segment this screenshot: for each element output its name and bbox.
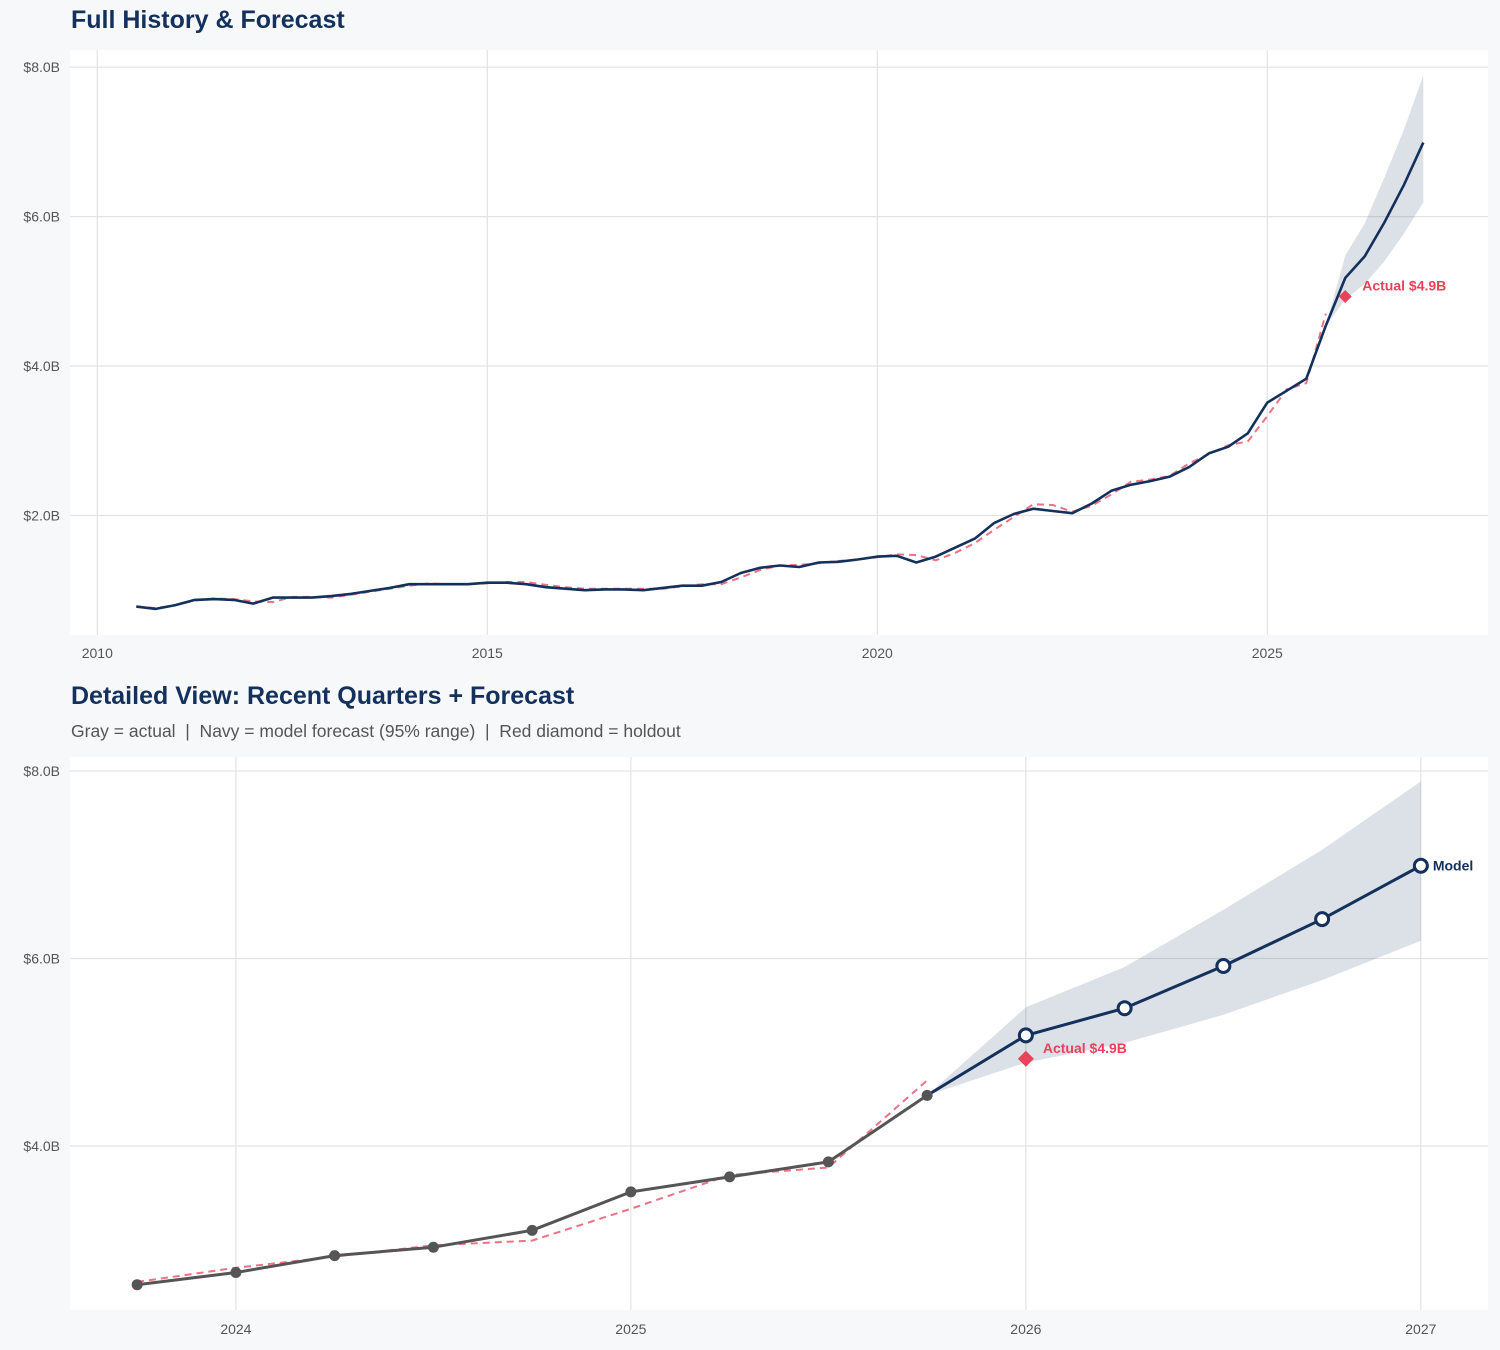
forecast-point xyxy=(1017,1027,1034,1044)
actual-point xyxy=(625,1186,637,1198)
x-tick-label: 2025 xyxy=(615,1321,646,1337)
x-tick-label: 2027 xyxy=(1405,1321,1436,1337)
x-tick-label: 2015 xyxy=(472,645,503,661)
holdout-label: Actual $4.9B xyxy=(1362,278,1446,294)
forecast-line xyxy=(926,864,1422,1097)
bottom-chart-subtitle: Gray = actual | Navy = model forecast (9… xyxy=(71,721,681,741)
forecast-point xyxy=(1412,857,1429,874)
holdout-diamond xyxy=(1017,1050,1034,1067)
forecast-line xyxy=(1324,142,1425,327)
forecast-point xyxy=(1215,958,1232,975)
holdout-diamond xyxy=(1338,290,1352,304)
plot-area xyxy=(70,757,1488,1310)
x-tick-label: 2025 xyxy=(1252,645,1283,661)
actual-point xyxy=(230,1267,242,1279)
fitted-line xyxy=(136,1079,928,1283)
y-tick-label: $4.0B xyxy=(23,1138,60,1154)
actual-point xyxy=(329,1250,341,1262)
bottom-chart-title: Detailed View: Recent Quarters + Forecas… xyxy=(71,682,575,710)
forecast-95-range-band xyxy=(927,781,1421,1096)
full-history-chart: 2010 2015 2020 2025 $2.0B $4.0B $6.0B $8.0B Actu… xyxy=(23,50,1488,661)
actual-point xyxy=(921,1089,933,1101)
y-tick-label: $4.0B xyxy=(23,358,60,374)
x-tick-label: 2010 xyxy=(82,645,113,661)
actual-point xyxy=(526,1224,538,1236)
forecast-point xyxy=(1116,1000,1133,1017)
y-tick-label: $6.0B xyxy=(23,951,60,967)
actual-point xyxy=(131,1279,143,1291)
forecast-point xyxy=(1314,911,1331,928)
y-tick-label: $6.0B xyxy=(23,209,60,225)
actual-point xyxy=(822,1156,834,1168)
y-tick-label: $2.0B xyxy=(23,507,60,523)
fitted-line xyxy=(136,313,1327,610)
y-tick-label: $8.0B xyxy=(23,59,60,75)
plot-area xyxy=(70,50,1488,635)
model-label: Model xyxy=(1433,858,1473,874)
x-tick-label: 2026 xyxy=(1010,1321,1041,1337)
holdout-label: Actual $4.9B xyxy=(1043,1040,1127,1056)
forecast-95-range-band xyxy=(1325,75,1424,326)
actual-line xyxy=(136,325,1328,611)
y-tick-label: $8.0B xyxy=(23,763,60,779)
top-chart-title: Full History & Forecast xyxy=(71,6,345,34)
actual-point xyxy=(427,1241,439,1253)
x-tick-label: 2020 xyxy=(862,645,893,661)
actual-point xyxy=(724,1171,736,1183)
x-tick-label: 2024 xyxy=(220,1321,251,1337)
